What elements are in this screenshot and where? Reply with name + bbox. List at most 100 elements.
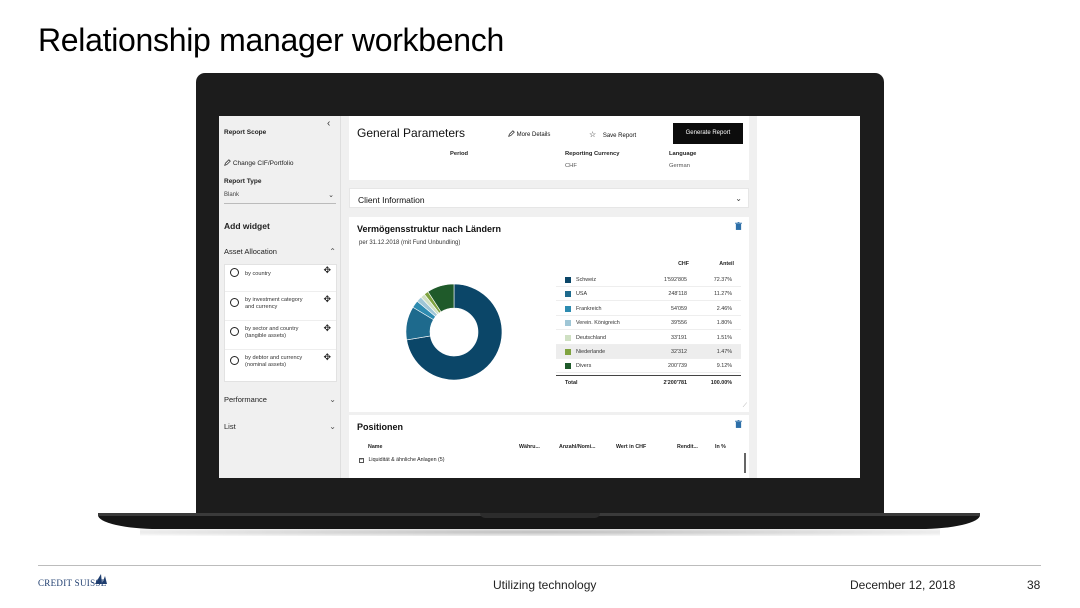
main-panel: General Parameters More Details ☆ Save R… [349, 116, 749, 478]
collapse-minus-icon[interactable]: − [359, 457, 364, 463]
report-scope-label: Report Scope [224, 129, 267, 136]
legend-swatch [565, 291, 571, 298]
widget-item[interactable]: by debtor and currency (nominal assets) … [224, 350, 337, 379]
client-information-title: Client Information [358, 195, 425, 205]
column-header-waehrung[interactable]: Währu... [519, 444, 540, 450]
table-row[interactable]: Deutschland 33'191 1.51% [556, 331, 741, 345]
legend-swatch [565, 334, 571, 341]
row-chf: 33'191 [670, 334, 687, 341]
row-chf: 39'556 [670, 320, 687, 327]
row-country: USA [576, 291, 588, 298]
pie-chart-icon [230, 268, 239, 277]
drag-handle-icon[interactable]: ✥ [323, 323, 331, 333]
row-country: Niederlande [576, 349, 606, 355]
laptop-base [98, 513, 980, 529]
list-section[interactable]: List ⌄ [224, 422, 337, 431]
more-details-button[interactable]: More Details [508, 130, 550, 138]
row-anteil: 11.27% [714, 291, 732, 298]
report-type-value: Blank [224, 192, 240, 198]
resize-handle-icon[interactable]: ⟋ [742, 403, 747, 409]
table-row[interactable]: Frankreich 54'059 2.46% [556, 302, 741, 316]
change-cif-link[interactable]: Change CIF/Portfolio [224, 159, 336, 167]
trash-icon[interactable] [735, 420, 742, 428]
chevron-left-icon[interactable]: ‹ [327, 118, 331, 129]
drag-handle-icon[interactable]: ✥ [323, 352, 331, 362]
list-label: List [224, 422, 236, 431]
legend-swatch [565, 320, 571, 327]
row-country: Frankreich [576, 305, 602, 312]
generate-report-button[interactable]: Generate Report [673, 123, 743, 144]
row-country: Verein. Königreich [576, 320, 620, 327]
row-country: Deutschland [576, 334, 606, 341]
donut-chart [405, 283, 503, 381]
pie-chart-icon [230, 327, 239, 336]
client-information-card[interactable]: Client Information ⌄ [349, 188, 749, 208]
total-label: Total [565, 380, 578, 386]
language-value: German [669, 163, 690, 169]
row-anteil: 2.46% [716, 305, 732, 312]
pencil-icon [508, 130, 515, 137]
pie-chart-icon [230, 356, 239, 365]
currency-label: Reporting Currency [565, 151, 620, 157]
chevron-down-icon: ⌄ [735, 194, 742, 203]
page-number: 38 [1027, 578, 1041, 592]
row-country: Schweiz [576, 277, 597, 283]
currency-value: CHF [565, 163, 577, 169]
column-header-name[interactable]: Name [368, 444, 383, 450]
column-header-anzahl[interactable]: Anzahl/Nomi... [559, 444, 596, 450]
widget-item[interactable]: by country ✥ [224, 264, 337, 292]
performance-section[interactable]: Performance ⌄ [224, 395, 337, 404]
column-header-wert[interactable]: Wert in CHF [616, 444, 647, 450]
column-header-in-percent[interactable]: In % [715, 444, 726, 450]
app-screen: ‹ Report Scope Change CIF/Portfolio Repo… [219, 116, 860, 478]
vermoegen-title: Vermögensstruktur nach Ländern [357, 224, 502, 234]
performance-label: Performance [224, 395, 267, 404]
sails-icon [95, 574, 107, 584]
scrollbar-thumb[interactable] [744, 453, 746, 473]
donut-slice-divers[interactable] [427, 283, 455, 313]
widget-item[interactable]: by sector and country (tangible assets) … [224, 321, 337, 350]
table-row[interactable]: Schweiz 1'592'805 72.37% [556, 273, 741, 287]
donut-slice-schweiz[interactable] [406, 283, 503, 381]
save-report-label: Save Report [602, 133, 637, 139]
trash-icon[interactable] [735, 222, 742, 230]
footer-date: December 12, 2018 [850, 578, 956, 592]
drag-handle-icon[interactable]: ✥ [323, 265, 331, 275]
widget-item[interactable]: by investment category and currency ✥ [224, 292, 337, 321]
widget-list: by country ✥ by investment category and … [224, 264, 337, 382]
group-row[interactable]: − Liquidität & ähnliche Anlagen (5) [359, 457, 444, 463]
positionen-widget: Positionen Name Währu... Anzahl/Nomi... … [349, 415, 749, 478]
pie-chart-icon [230, 298, 239, 307]
vermoegen-subtitle: per 31.12.2018 (mit Fund Unbundling) [359, 240, 461, 246]
table-row[interactable]: Verein. Königreich 39'556 1.80% [556, 316, 741, 331]
drag-handle-icon[interactable]: ✥ [323, 294, 331, 304]
row-anteil: 1.47% [716, 349, 732, 355]
report-type-label: Report Type [224, 178, 262, 185]
general-parameters-title: General Parameters [357, 126, 466, 140]
row-anteil: 9.12% [716, 363, 732, 370]
column-header-chf: CHF [678, 261, 689, 267]
period-label: Period [450, 151, 469, 157]
column-header-anteil: Anteil [719, 261, 734, 267]
row-chf: 54'059 [670, 305, 687, 312]
table-row[interactable]: Divers 200'739 9.12% [556, 359, 741, 374]
column-header-rendite[interactable]: Rendit... [677, 444, 698, 450]
row-chf: 200'739 [667, 363, 687, 370]
widget-label: by investment category and currency [245, 297, 303, 310]
legend-swatch [565, 305, 571, 312]
report-type-select[interactable]: Blank ⌄ [224, 192, 336, 204]
change-cif-label: Change CIF/Portfolio [232, 160, 294, 167]
add-widget-heading: Add widget [224, 221, 270, 231]
vermoegen-widget: Vermögensstruktur nach Ländern per 31.12… [349, 217, 749, 412]
asset-allocation-section[interactable]: Asset Allocation ⌃ [224, 247, 337, 256]
table-row[interactable]: Niederlande 32'312 1.47% [556, 345, 741, 359]
pencil-icon [224, 159, 231, 166]
row-chf: 248'118 [668, 291, 687, 298]
right-panel [757, 116, 860, 478]
table-row[interactable]: USA 248'118 11.27% [556, 287, 741, 302]
general-parameters-card: General Parameters More Details ☆ Save R… [349, 116, 749, 180]
row-chf: 1'592'805 [663, 277, 687, 283]
row-anteil: 72.37% [713, 277, 732, 283]
save-report-button[interactable]: ☆ Save Report [589, 130, 636, 139]
